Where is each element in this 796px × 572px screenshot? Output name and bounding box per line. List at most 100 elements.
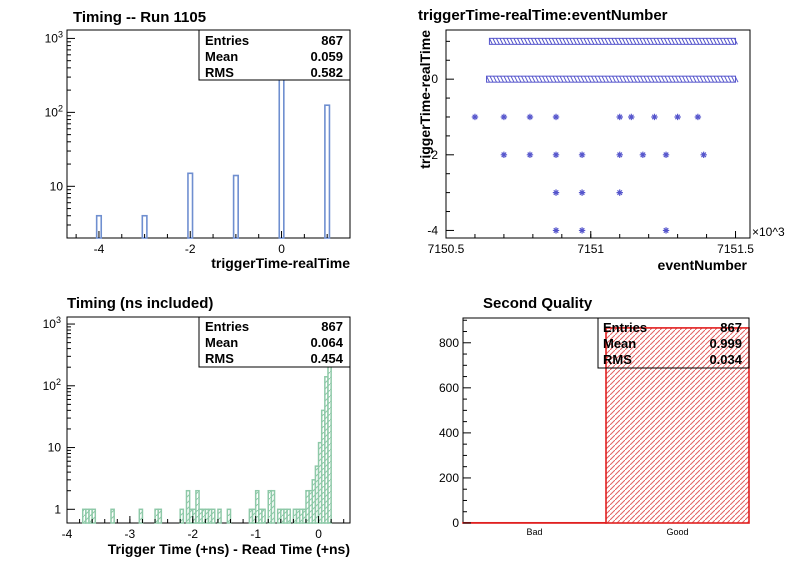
scatter-point [649, 38, 654, 45]
stats-rms-label: RMS [205, 65, 234, 80]
scatter-point [580, 75, 585, 83]
scatter-point [517, 75, 522, 83]
scatter-point [689, 75, 693, 83]
scatter-point [552, 189, 560, 196]
scatter-point [521, 75, 525, 83]
scatter-point [694, 113, 702, 121]
stats-mean-label: Mean [603, 336, 636, 351]
scatter-point [629, 75, 634, 83]
scatter-point [523, 38, 528, 45]
scatter-point [685, 75, 690, 83]
scatter-point [668, 75, 672, 83]
scatter-point [552, 227, 560, 234]
scatter-point [513, 38, 518, 45]
scatter-point [626, 75, 630, 83]
scatter-point [621, 38, 626, 45]
scatter-point [566, 75, 571, 83]
y-tick-label: 600 [439, 381, 459, 395]
scatter-point [570, 75, 574, 83]
x-tick-label: -4 [94, 242, 105, 256]
scatter-point [628, 113, 635, 121]
scatter-point [591, 75, 595, 83]
y-tick-label: 0 [431, 72, 438, 86]
scatter-point [733, 38, 738, 45]
scatter-point [578, 227, 586, 234]
scatter-point [700, 151, 707, 158]
scatter-point [616, 151, 623, 158]
scatter-point [651, 113, 658, 121]
stats-entries-label: Entries [205, 33, 249, 48]
scatter-point [499, 38, 504, 45]
stats-rms-label: RMS [205, 351, 234, 366]
x-tick-label: -2 [185, 242, 196, 256]
scatter-point [528, 75, 532, 83]
scatter-point [726, 38, 731, 45]
dense-point-band [486, 75, 737, 83]
scatter-point [510, 75, 515, 83]
x-tick-label: 7151.5 [717, 242, 754, 256]
scatter-point [552, 75, 557, 83]
scatter-point [552, 113, 560, 121]
x-axis-label: triggerTime-realTime [211, 255, 350, 271]
scatter-point [684, 38, 689, 45]
scatter-point [556, 75, 560, 83]
scatter-point [593, 38, 598, 45]
plot-frame [445, 29, 751, 239]
scatter-point [636, 75, 641, 83]
axes: Bad Good 0 200 400 600 800 [439, 319, 689, 537]
scatter-point [586, 38, 591, 45]
histogram-bar [187, 172, 194, 239]
scatter-point [587, 75, 592, 83]
scatter-point [577, 75, 581, 83]
scatter-point [496, 75, 501, 83]
scatter-point [601, 75, 606, 83]
scatter-point [594, 75, 599, 83]
x-tick-label: 0 [315, 527, 322, 541]
scatter-point [635, 38, 640, 45]
stats-mean-label: Mean [205, 49, 238, 64]
scatter-point [731, 75, 735, 83]
x-axis-label: eventNumber [658, 257, 748, 273]
scatter-point [703, 75, 707, 83]
scatter-point [555, 38, 560, 45]
scatter-point [628, 38, 633, 45]
stats-rms-value: 0.582 [310, 65, 343, 80]
x-category-label: Good [666, 527, 688, 537]
x-axis-multiplier: ×10^3 [752, 225, 785, 239]
scatter-point [674, 38, 679, 45]
y-tick-label: 102 [43, 377, 61, 393]
histogram-bar [185, 489, 191, 524]
stats-entries-value: 867 [321, 319, 343, 334]
chart-title: Timing (ns included) [67, 295, 213, 312]
stats-mean-label: Mean [205, 335, 238, 350]
y-tick-label: 1 [54, 502, 61, 516]
histogram-bar [261, 508, 266, 524]
scatter-point [544, 38, 549, 45]
stats-entries-value: 867 [720, 320, 742, 335]
y-tick-label: 0 [452, 516, 459, 530]
scatter-point [558, 38, 563, 45]
scatter-point [537, 38, 542, 45]
scatter-point [691, 38, 696, 45]
scatter-point [524, 75, 529, 83]
scatter-point [663, 38, 668, 45]
histogram-bar [286, 508, 292, 524]
scatter-point [670, 38, 675, 45]
scatter-point [639, 38, 644, 45]
scatter-point [717, 75, 721, 83]
scatter-point [677, 38, 682, 45]
scatter-point [488, 38, 493, 45]
scatter-point [563, 75, 567, 83]
scatter-points [471, 37, 739, 234]
scatter-point [607, 38, 612, 45]
scatter-point [516, 38, 521, 45]
x-axis-label: Trigger Time (+ns) - Read Time (+ns) [108, 541, 350, 557]
stats-box: Entries 867 Mean 0.059 RMS 0.582 [198, 29, 351, 81]
stats-box: Entries 867 Mean 0.999 RMS 0.034 [597, 317, 750, 369]
scatter-point [710, 75, 714, 83]
y-tick-label: 103 [43, 315, 61, 331]
scatter-point [583, 38, 588, 45]
scatter-point [534, 38, 539, 45]
x-tick-label: 7151 [577, 242, 604, 256]
